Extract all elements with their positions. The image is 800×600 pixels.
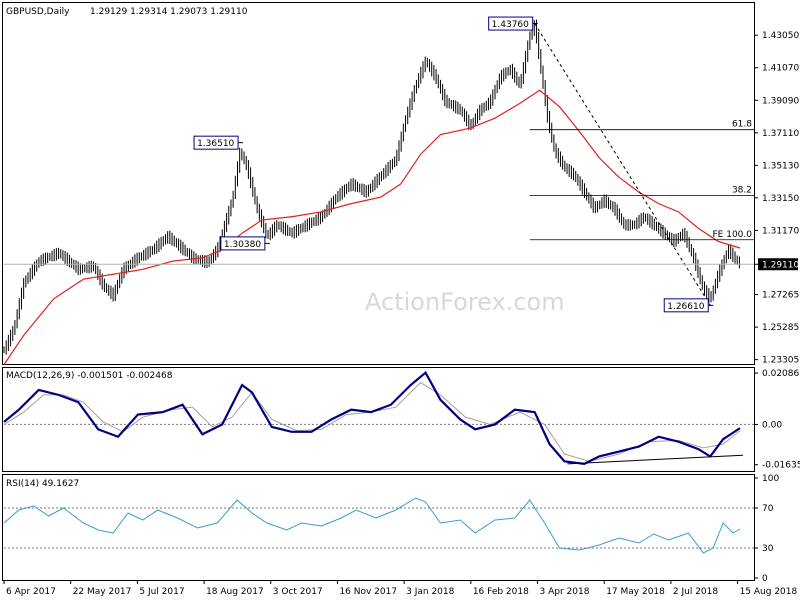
x-tick-label-1: 22 May 2017 <box>73 587 132 597</box>
macd-panel <box>2 367 755 472</box>
price-panel <box>2 2 755 365</box>
rsi-line <box>3 497 741 554</box>
macd-signal-line <box>3 381 741 462</box>
x-tick-label-8: 3 Apr 2018 <box>540 587 590 597</box>
annotation-label-2: 1.30380 <box>224 240 261 250</box>
macd-trendline <box>567 454 744 465</box>
annotation-box-3 <box>663 298 709 313</box>
macd-tick-label-2: -0.016357 <box>762 461 800 471</box>
price-tick-label-4: 1.35130 <box>762 161 799 171</box>
x-tick-label-11: 15 Aug 2018 <box>740 587 798 597</box>
annotation-box-2 <box>220 236 266 251</box>
x-tick-label-9: 17 May 2018 <box>606 587 665 597</box>
macd-tick-label-0: 0.020861 <box>762 369 800 379</box>
watermark: ActionForex.com <box>365 288 565 316</box>
price-tick-label-2: 1.39090 <box>762 96 799 106</box>
price-tick-label-5: 1.33150 <box>762 194 799 204</box>
ohlc-label: 1.29129 1.29314 1.29073 1.29110 <box>90 7 248 17</box>
fib-label-0: 61.8 <box>732 120 752 130</box>
x-tick-label-10: 2 Jul 2018 <box>673 587 718 597</box>
annotation-label-3: 1.26610 <box>667 302 704 312</box>
macd-tick-label-1: 0.00 <box>762 420 782 430</box>
price-tick-label-10: 1.23305 <box>762 356 799 366</box>
rsi-tick-label-0: 100 <box>762 474 779 484</box>
annotation-label-1: 1.36510 <box>197 139 234 149</box>
fib-label-2: FE 100.0 <box>713 230 753 240</box>
current-price-box <box>758 258 798 271</box>
macd-main-line <box>3 370 741 465</box>
rsi-tick-label-2: 30 <box>762 544 774 554</box>
current-price-label: 1.29110 <box>762 260 799 270</box>
rsi-panel <box>2 474 755 581</box>
price-tick-label-9: 1.25285 <box>762 323 799 333</box>
symbol-label: GBPUSD,Daily <box>6 7 70 17</box>
rsi-title: RSI(14) 49.1627 <box>6 479 79 489</box>
price-tick-label-8: 1.27265 <box>762 291 799 301</box>
price-tick-label-6: 1.31170 <box>762 226 799 236</box>
x-tick-label-5: 16 Nov 2017 <box>339 587 397 597</box>
price-tick-label-3: 1.37110 <box>762 129 799 139</box>
x-tick-label-0: 6 Apr 2017 <box>6 587 56 597</box>
annotation-box-0 <box>488 16 534 31</box>
x-tick-label-4: 3 Oct 2017 <box>273 587 323 597</box>
price-tick-label-1: 1.41070 <box>762 64 799 74</box>
fib-label-1: 38.2 <box>732 185 752 195</box>
macd-title: MACD(12,26,9) -0.001501 -0.002468 <box>6 371 173 381</box>
x-tick-label-3: 18 Aug 2017 <box>206 587 264 597</box>
annotation-label-0: 1.43760 <box>492 20 529 30</box>
x-tick-label-7: 16 Feb 2018 <box>473 587 529 597</box>
annotation-box-1 <box>193 135 239 150</box>
price-tick-label-0: 1.43050 <box>762 31 799 41</box>
x-tick-label-2: 5 Jul 2017 <box>139 587 184 597</box>
projection-line <box>534 23 711 306</box>
x-tick-label-6: 3 Jan 2018 <box>406 587 454 597</box>
rsi-tick-label-1: 70 <box>762 504 774 514</box>
ma-line <box>3 89 741 365</box>
rsi-tick-label-3: 0 <box>762 574 768 584</box>
